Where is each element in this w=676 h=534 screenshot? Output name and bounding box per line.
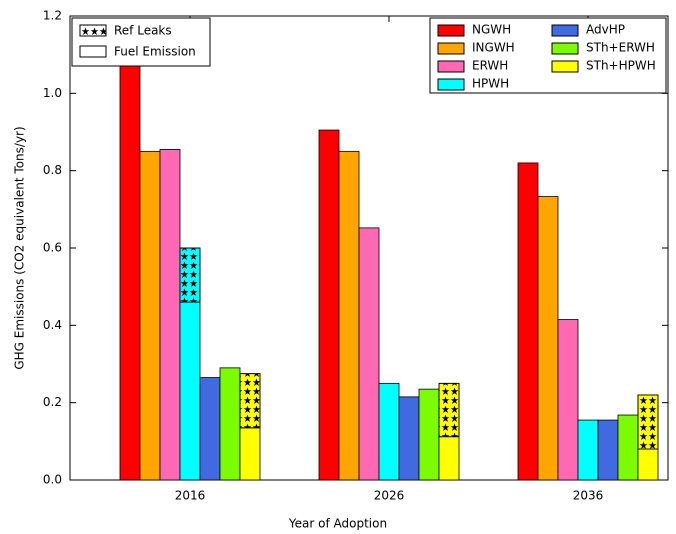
y-tick-label: 0.6 [43,241,62,255]
legend-box [429,17,667,94]
y-tick-label: 1.2 [43,9,62,23]
ref-leak-hatch [179,247,201,303]
bar [438,436,460,481]
bar [537,196,559,481]
bar [239,427,261,481]
bar [378,382,400,481]
legend-label: Ref Leaks [114,24,172,38]
x-tick-label: 2016 [175,489,206,503]
bar [119,58,141,481]
y-tick-label: 1.0 [43,86,62,100]
y-tick-label: 0.2 [43,395,62,409]
legend-label: INGWH [472,41,515,55]
bar [199,377,221,481]
legend-label: NGWH [472,23,511,37]
legend-label: Fuel Emission [114,45,196,59]
legend-label: STh+HPWH [586,59,656,73]
bar [577,419,599,481]
bar [179,301,201,481]
ref-leak-hatch [239,373,261,429]
bar [139,150,161,481]
legend-label: ERWH [472,59,508,73]
bar [358,227,380,481]
legend-swatch [437,24,465,37]
ref-leak-hatch [637,394,659,450]
bar [557,319,579,481]
y-tick-label: 0.0 [43,473,62,487]
bar [597,419,619,481]
legend-swatch [79,24,107,37]
legend-swatch [437,60,465,73]
bar [617,414,639,481]
ref-leak-hatch [438,382,460,438]
y-tick-label: 0.4 [43,318,62,332]
bar [398,396,420,481]
legend-swatch [551,42,579,55]
bar [418,388,440,481]
legend-swatch [551,60,579,73]
y-axis-label: GHG Emissions (CO2 equivalent Tons/yr) [13,126,27,369]
bar [517,162,539,481]
legend-swatch [437,78,465,91]
x-tick-label: 2026 [374,489,405,503]
bar [338,150,360,481]
legend-swatch [79,45,107,58]
bar [219,367,241,481]
legend-swatch [437,42,465,55]
y-tick-label: 0.8 [43,163,62,177]
legend-label: STh+ERWH [586,41,655,55]
bar [159,148,181,481]
bar [318,129,340,481]
legend-label: AdvHP [586,23,625,37]
legend-swatch [551,24,579,37]
x-axis-label: Year of Adoption [288,517,387,531]
bar [637,448,659,481]
x-tick-label: 2036 [573,489,604,503]
legend-label: HPWH [472,77,509,91]
